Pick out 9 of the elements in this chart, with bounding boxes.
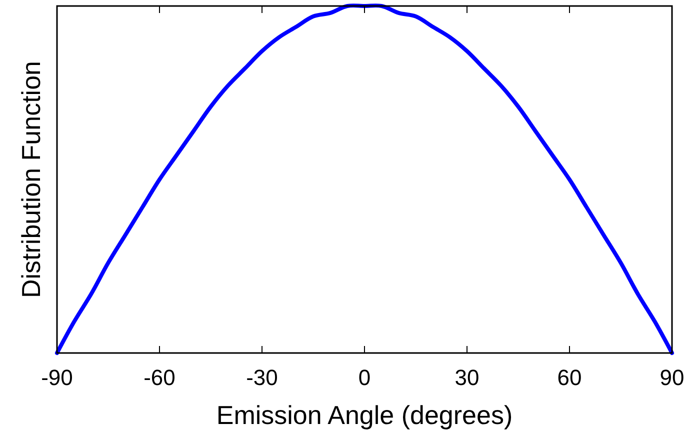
x-tick-label: 0 xyxy=(358,365,371,390)
x-tick-label: -60 xyxy=(144,365,176,390)
x-tick-label: 90 xyxy=(660,365,684,390)
x-tick-label: -30 xyxy=(246,365,278,390)
y-axis-title: Distribution Function xyxy=(16,61,46,298)
x-tick-label: 30 xyxy=(454,365,480,390)
x-tick-label: 60 xyxy=(557,365,582,390)
x-axis-title: Emission Angle (degrees) xyxy=(216,400,513,430)
x-tick-label: -90 xyxy=(41,365,73,390)
